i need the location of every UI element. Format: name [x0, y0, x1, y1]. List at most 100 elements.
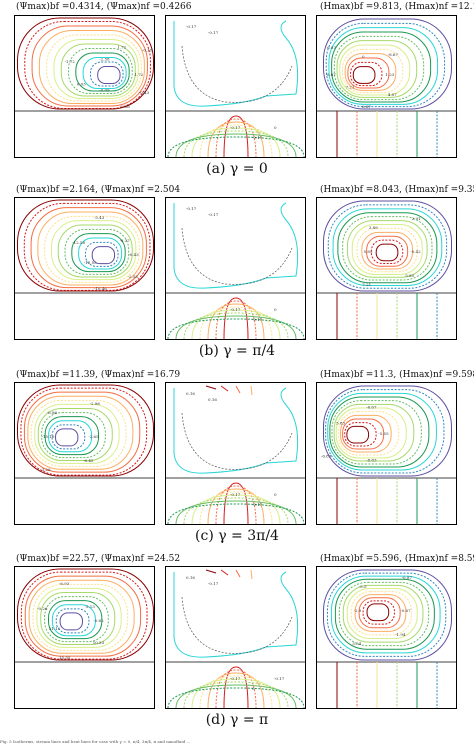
- figure-row-d: (Ψmax)bf =22.57, (Ψmax)nf =24.52 (Hmax)b…: [0, 552, 474, 737]
- contour-line: [51, 424, 86, 450]
- contour-line: [337, 411, 400, 456]
- contour-line: [23, 202, 151, 291]
- isotherm-line: [181, 596, 293, 654]
- contour-label: 0: [274, 307, 277, 312]
- contour-label: -0.17: [230, 307, 241, 312]
- contour-label: 3.89: [369, 225, 378, 230]
- contour-label: 7.21: [362, 282, 371, 287]
- contour-line: [38, 30, 145, 104]
- contour-label: 1.23: [385, 72, 394, 77]
- isotherm-line: [167, 503, 305, 524]
- contour-line: [366, 235, 409, 267]
- contour-line: [17, 199, 154, 292]
- contour-label: -5.43: [94, 215, 105, 220]
- isotherm-line: [191, 678, 281, 708]
- contour-line: [352, 66, 376, 84]
- contour-line: [329, 396, 430, 468]
- contour-label: -6.93: [59, 581, 70, 586]
- contour-line: [335, 407, 407, 459]
- contour-line: [333, 403, 415, 462]
- isotherm-line: [207, 121, 265, 157]
- contour-label: -2.58: [128, 274, 139, 279]
- contour-label: -0.17: [252, 502, 263, 507]
- contour-line: [325, 389, 445, 474]
- heatfunction-header: (Hmax)bf =8.043, (Hmax)nf =9.358: [320, 185, 474, 195]
- contour-line: [333, 35, 425, 101]
- heatfunction-header: (Hmax)bf =11.3, (Hmax)nf =9.598: [320, 370, 474, 380]
- contour-line: [48, 600, 103, 640]
- contour-line: [24, 575, 142, 657]
- contour-label: -0.17: [274, 676, 285, 681]
- contour-label: -12.58: [72, 240, 85, 245]
- contour-label: -0.17: [252, 135, 263, 140]
- contour-line: [356, 227, 418, 273]
- contour-line: [350, 591, 413, 636]
- contour-line: [331, 31, 432, 103]
- contour-label: 15.55: [59, 655, 71, 660]
- isotherm-line: [173, 202, 299, 289]
- contour-label: 1.72: [117, 44, 126, 49]
- contour-line: [361, 231, 413, 270]
- contour-line: [68, 48, 133, 94]
- streamlines-panel: -0.62 10.53 15.55 21.12 -0.26 -6.93 -3.13: [14, 566, 155, 709]
- contour-label: -2.65: [88, 434, 99, 439]
- contour-label: -0.09: [99, 88, 110, 93]
- isotherm-line: [215, 118, 257, 157]
- contour-line: [337, 212, 438, 284]
- figure-row-c: (Ψmax)bf =11.39, (Ψmax)nf =16.79 (Hmax)b…: [0, 368, 474, 553]
- contour-line: [55, 608, 90, 634]
- subfigure-caption: (a) γ = 0: [206, 161, 268, 177]
- contour-label: -0.87: [402, 575, 413, 580]
- isotherm-line: [235, 569, 241, 578]
- subfigure-caption: (d) γ = π: [205, 712, 269, 728]
- contour-line: [346, 220, 428, 278]
- isotherm-line: [207, 672, 265, 708]
- contour-line: [331, 400, 422, 465]
- contour-line: [366, 603, 390, 622]
- isotherm-line: [167, 687, 305, 708]
- figure-row-a: (Ψmax)bf =0.4314, (Ψmax)nf =0.4266 (Hmax…: [0, 0, 474, 185]
- contour-label: 4.87: [388, 92, 397, 97]
- contour-line: [64, 228, 130, 275]
- isotherm-line: [175, 133, 297, 157]
- contour-label: -0.17: [186, 206, 197, 211]
- isotherm-line: [181, 45, 293, 103]
- heatlines-panel: -0.67 -1.94 3.54 -2.9 -5.5 -0.87: [316, 566, 457, 709]
- contour-label: -15.16: [42, 434, 55, 439]
- contour-label: 1.72: [134, 72, 143, 77]
- contour-line: [53, 39, 139, 99]
- contour-line: [51, 604, 96, 637]
- contour-label: -3.13: [85, 604, 96, 609]
- subfigure-caption: (b) γ = π/4: [198, 343, 276, 359]
- contour-label: -2.86: [90, 401, 101, 406]
- contour-line: [75, 52, 130, 92]
- contour-line: [358, 597, 401, 629]
- isotherm-line: [183, 130, 289, 157]
- contour-line: [346, 588, 418, 639]
- contour-line: [17, 568, 154, 661]
- contour-line: [327, 392, 437, 471]
- contour-label: 0: [274, 492, 277, 497]
- contour-label: -0.43: [139, 90, 150, 95]
- isotherms-panel: 0.16 -0.17 -0.17 0 -0.17: [165, 566, 306, 709]
- contour-line: [328, 27, 439, 105]
- contour-line: [350, 61, 383, 87]
- isotherm-line: [250, 385, 253, 396]
- subfigure-caption: (c) γ = 3π/4: [195, 528, 279, 544]
- heatfunction-header: (Hmax)bf =9.813, (Hmax)nf =12.11: [320, 2, 474, 12]
- contour-line: [32, 583, 129, 651]
- contour-label: -3.26: [40, 467, 51, 472]
- contour-line: [59, 612, 83, 631]
- contour-line: [20, 571, 148, 660]
- streamlines-panel: 1.72 -0.43 -2.58 -0.09 0.03 -1.72 -2.58 1.72 -0.…: [14, 15, 155, 158]
- contour-line: [46, 34, 142, 102]
- contour-label: -0.42: [410, 249, 421, 254]
- contour-line: [40, 592, 116, 645]
- contour-line: [351, 224, 423, 275]
- contour-line: [332, 208, 443, 286]
- isotherm-line: [215, 300, 257, 339]
- contour-line: [346, 425, 370, 444]
- contour-line: [41, 412, 106, 459]
- isotherm-line: [175, 684, 297, 708]
- contour-label: -6.83: [321, 453, 332, 458]
